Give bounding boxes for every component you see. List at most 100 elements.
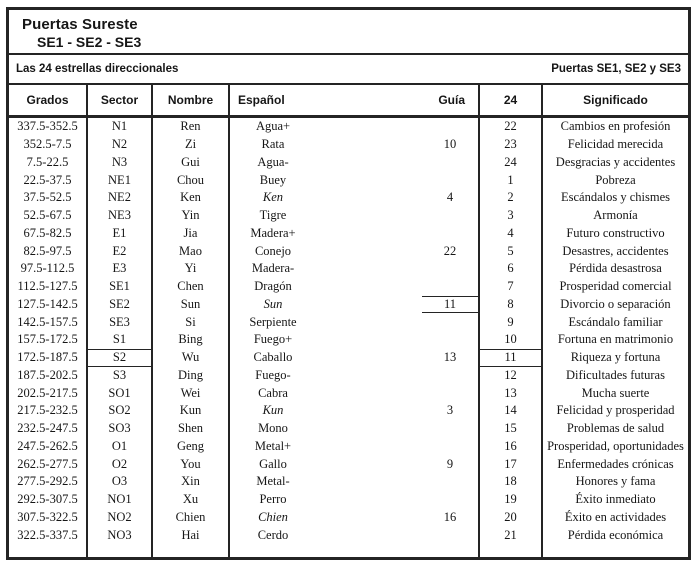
espanol-value: Rata <box>261 137 285 152</box>
cell-grados: 247.5-262.5 <box>9 437 88 456</box>
cell-nombre: Ding <box>153 366 230 385</box>
cell-guia <box>422 384 480 402</box>
table-row: 307.5-322.5 NO2 Chien Chien 16 20 Éxito … <box>9 508 688 527</box>
cell-espanol: Agua- <box>230 154 422 172</box>
cell-espanol: Cerdo <box>230 526 422 544</box>
cell-guia <box>422 260 480 278</box>
cell-nombre: Mao <box>153 242 230 260</box>
cell-sector: S2 <box>88 348 153 367</box>
cell-espanol: Sun <box>230 296 422 314</box>
cell-sector: NE3 <box>88 206 153 225</box>
guia-value: 16 <box>443 509 457 524</box>
header-significado: Significado <box>583 93 648 107</box>
guia-value <box>422 171 478 189</box>
cell-24: 23 <box>480 135 543 154</box>
espanol-value: Tigre <box>259 208 287 223</box>
table-row: 112.5-127.5 SE1 Chen Dragón 7 Prosperida… <box>9 277 688 296</box>
cell-24: 2 <box>480 189 543 207</box>
cell-espanol: Tigre <box>230 207 422 225</box>
cell-significado: Felicidad y prosperidad <box>556 403 675 418</box>
cell-guia <box>422 153 480 172</box>
cell-24: 7 <box>480 277 543 296</box>
espanol-value: Serpiente <box>249 314 297 329</box>
cell-espanol: Ken <box>230 189 422 207</box>
cell-espanol <box>230 544 422 557</box>
cell-espanol: Rata <box>230 136 422 154</box>
cell-significado: Felicidad merecida <box>567 137 664 152</box>
cell-24: 18 <box>480 473 543 491</box>
table-row: 292.5-307.5 NO1 Xu Perro 19 Éxito inmedi… <box>9 490 688 509</box>
cell-significado: Mucha suerte <box>581 385 650 400</box>
cell-significado: Escándalo familiar <box>568 314 663 329</box>
cell-espanol: Mono <box>230 420 422 438</box>
cell-grados: 172.5-187.5 <box>9 348 88 367</box>
cell-nombre: Bing <box>153 331 230 349</box>
cell-espanol: Buey <box>230 171 422 189</box>
table-row: 127.5-142.5 SE2 Sun Sun 11 8 Divorcio o … <box>9 295 688 314</box>
cell-nombre: Sun <box>153 295 230 314</box>
cell-grados: 97.5-112.5 <box>9 260 88 278</box>
table-row: 187.5-202.5 S3 Ding Fuego- 12 Dificultad… <box>9 366 688 385</box>
cell-significado: Desastres, accidentes <box>562 243 669 258</box>
cell-guia <box>422 473 480 491</box>
guia-value <box>422 473 478 491</box>
cell-24: 24 <box>480 153 543 172</box>
espanol-value: Cerdo <box>257 527 289 542</box>
guia-value <box>422 118 478 136</box>
cell-significado: Pérdida desastrosa <box>569 261 662 276</box>
cell-sector: NE1 <box>88 171 153 189</box>
cell-nombre: Chen <box>153 277 230 296</box>
table-row: 157.5-172.5 S1 Bing Fuego+ 10 Fortuna en… <box>9 331 688 349</box>
cell-significado: Dificultades futuras <box>566 367 665 382</box>
cell-guia: 4 <box>422 189 480 207</box>
cell-grados: 37.5-52.5 <box>9 189 88 207</box>
cell-guia: 10 <box>422 135 480 154</box>
cell-nombre: Chou <box>153 171 230 189</box>
cell-24: 11 <box>480 348 543 367</box>
cell-grados: 67.5-82.5 <box>9 224 88 243</box>
table-body: 337.5-352.5 N1 Ren Agua+ 22 Cambios en p… <box>9 118 688 557</box>
cell-grados: 202.5-217.5 <box>9 384 88 402</box>
table-row: 232.5-247.5 SO3 Shen Mono 15 Problemas d… <box>9 419 688 438</box>
cell-espanol: Madera+ <box>230 225 422 243</box>
table-row: 337.5-352.5 N1 Ren Agua+ 22 Cambios en p… <box>9 118 688 136</box>
cell-guia <box>422 437 480 456</box>
espanol-value: Cabra <box>258 385 288 400</box>
cell-significado: Enfermedades crónicas <box>557 456 674 471</box>
cell-sector: SO1 <box>88 384 153 402</box>
cell-24: 19 <box>480 490 543 509</box>
espanol-value: Madera+ <box>250 225 296 240</box>
cell-grados: 292.5-307.5 <box>9 490 88 509</box>
guia-value <box>422 278 478 296</box>
cell-guia <box>422 490 480 509</box>
cell-significado: Prosperidad comercial <box>559 279 672 294</box>
cell-sector: N1 <box>88 118 153 136</box>
espanol-value: Ken <box>262 190 284 205</box>
cell-nombre: Gui <box>153 153 230 172</box>
cell-24: 15 <box>480 419 543 438</box>
cell-nombre: Xin <box>153 473 230 491</box>
espanol-value: Agua- <box>257 154 289 169</box>
section-bar-right-label: Puertas SE1, SE2 y SE3 <box>551 63 681 75</box>
cell-sector: E3 <box>88 260 153 278</box>
cell-sector: N3 <box>88 153 153 172</box>
cell-24: 10 <box>480 331 543 349</box>
table-row: 142.5-157.5 SE3 Si Serpiente 9 Escándalo… <box>9 313 688 331</box>
table-row: 322.5-337.5 NO3 Hai Cerdo 21 Pérdida eco… <box>9 526 688 544</box>
section-bar-left-label: Las 24 estrellas direccionales <box>16 63 179 75</box>
cell-nombre: Xu <box>153 490 230 509</box>
cell-guia <box>422 171 480 189</box>
page-subtitle: SE1 - SE2 - SE3 <box>37 34 142 50</box>
guia-value <box>422 384 478 402</box>
cell-24: 9 <box>480 313 543 331</box>
cell-nombre: Wei <box>153 384 230 402</box>
cell-espanol: Perro <box>230 491 422 509</box>
guia-value <box>422 420 478 438</box>
espanol-value: Metal+ <box>254 438 292 453</box>
cell-significado: Éxito inmediato <box>575 492 656 507</box>
table-row: 262.5-277.5 O2 You Gallo 9 17 Enfermedad… <box>9 455 688 473</box>
cell-guia <box>422 313 480 331</box>
guia-value <box>422 526 478 544</box>
cell-significado: Futuro constructivo <box>566 225 665 240</box>
